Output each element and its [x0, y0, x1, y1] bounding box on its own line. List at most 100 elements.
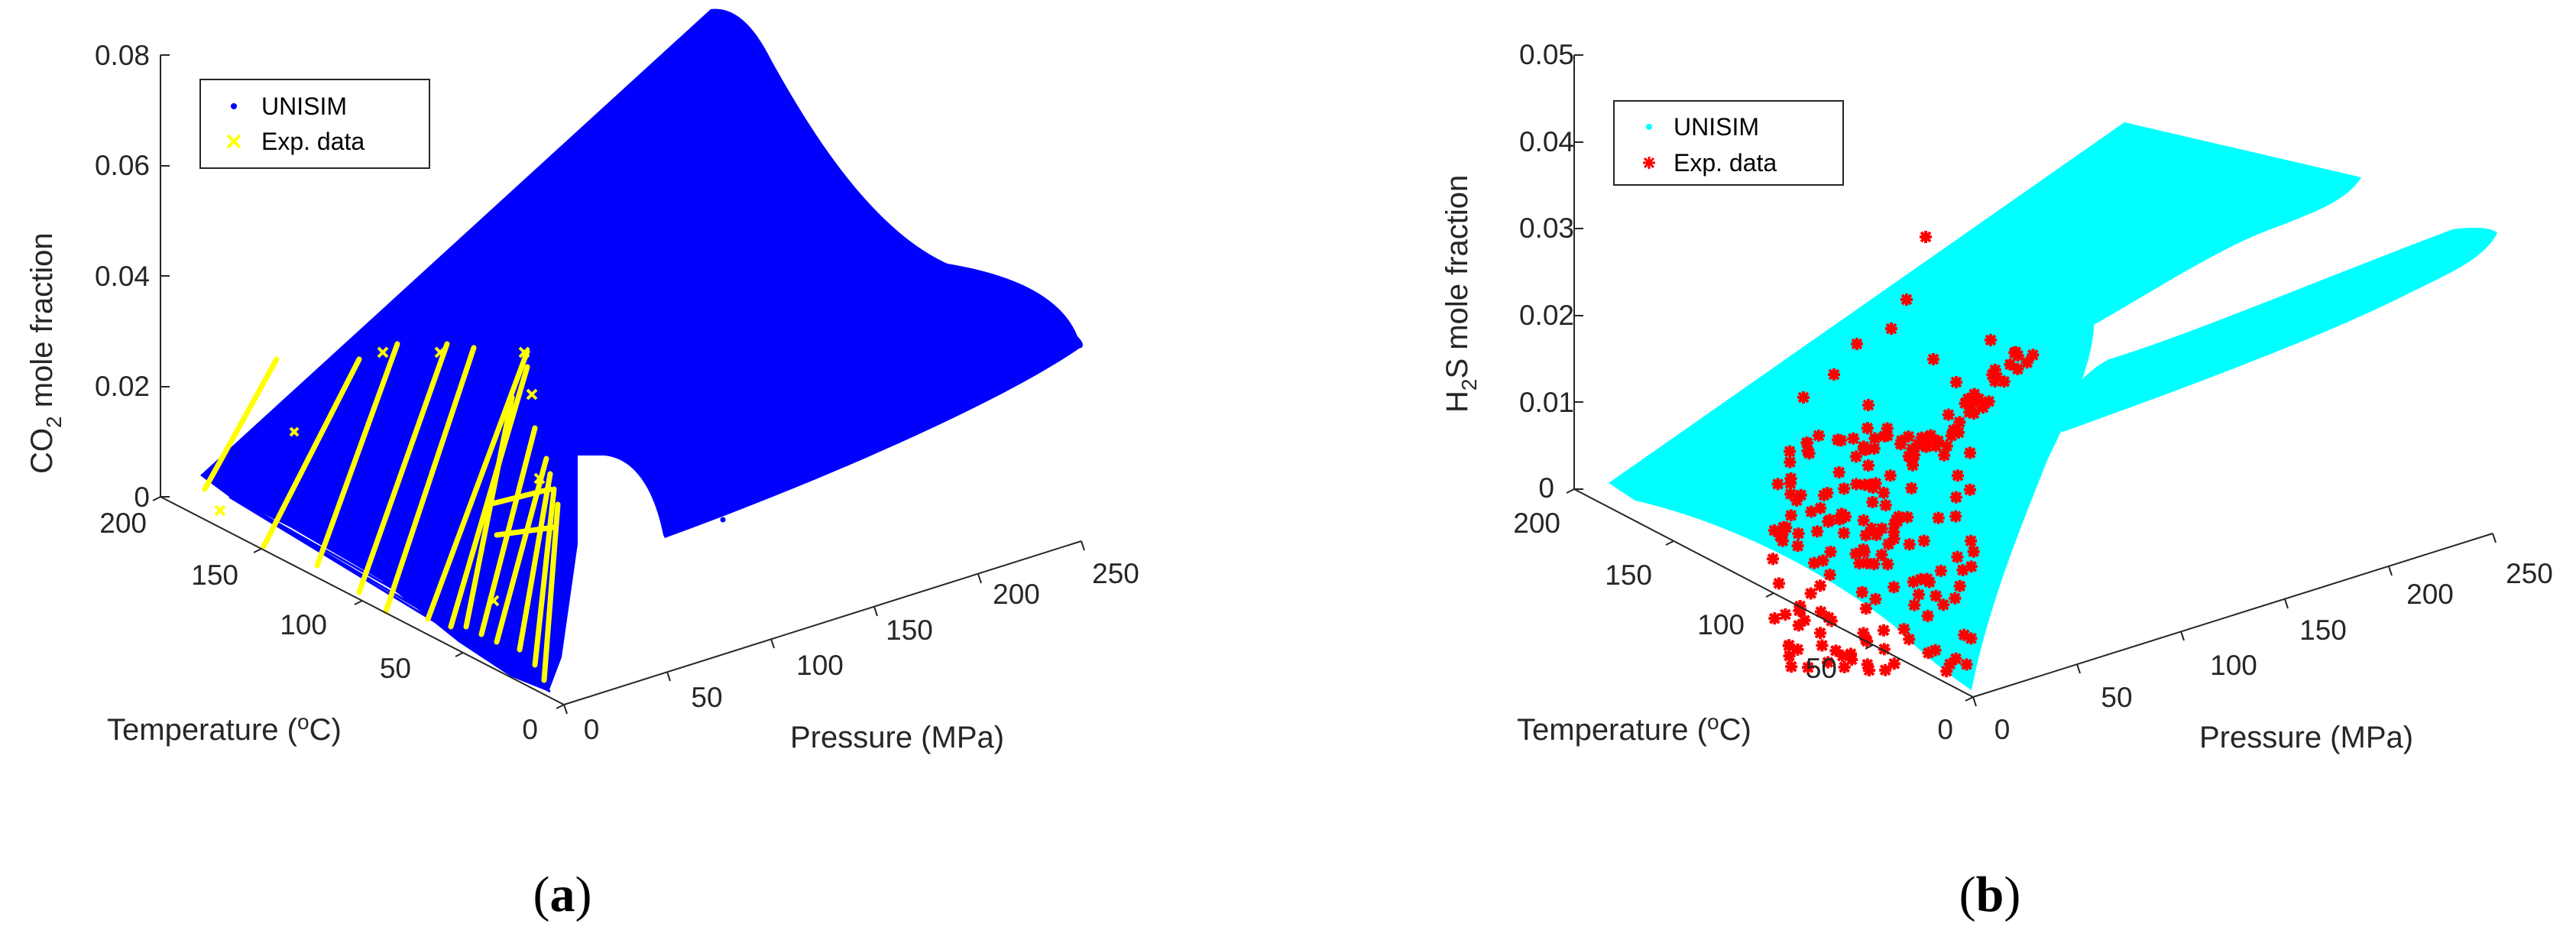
- exp-data-marker-b: [1838, 482, 1851, 495]
- exp-data-marker-b: [1930, 589, 1943, 602]
- pressure-axis-line-a: [563, 540, 1082, 705]
- exp-data-marker-b: [1879, 663, 1892, 676]
- exp-data-marker-b: [1932, 511, 1945, 524]
- exp-data-marker-b: [1784, 472, 1797, 485]
- exp-data-marker-b: [1884, 469, 1897, 482]
- temperature-axis-label-b: Temperature (oC): [1517, 710, 1751, 747]
- exp-data-marker-b: [1927, 353, 1939, 365]
- panel-caption-b: (b): [1959, 867, 2021, 922]
- exp-data-marker-b: [1861, 658, 1874, 671]
- exp-data-marker-b: [1875, 522, 1888, 535]
- exp-data-marker-b: [1892, 511, 1905, 524]
- pressure-tick-a: 150: [886, 614, 933, 646]
- z-axis-label-b: H2S mole fraction: [1440, 175, 1481, 413]
- exp-data-marker-b: [1772, 577, 1785, 590]
- exp-data-marker-b: [1940, 665, 1953, 678]
- exp-data-marker-b: [1881, 558, 1894, 571]
- exp-data-marker-b: [1814, 501, 1827, 514]
- exp-data-marker-b: [1897, 623, 1910, 636]
- exp-data-marker-b: [1801, 436, 1814, 449]
- exp-data-marker-b: [1813, 430, 1825, 442]
- exp-data-marker-b: [1917, 534, 1930, 547]
- exp-data-points-a: [202, 341, 561, 683]
- z-ticks-a: [160, 54, 170, 498]
- pressure-tick-a: 100: [796, 650, 844, 681]
- exp-data-marker-b: [1808, 556, 1821, 569]
- pressure-ticks-marks-b: [1972, 533, 2497, 707]
- exp-data-marker-b: [1869, 592, 1882, 605]
- exp-data-marker-b: [2011, 362, 2024, 375]
- exp-data-marker-b: [1784, 445, 1797, 458]
- exp-data-marker-b: [1847, 432, 1860, 445]
- exp-data-marker-b: [1881, 430, 1894, 442]
- legend-label-unisim-a: UNISIM: [261, 92, 347, 120]
- exp-data-marker-b: [1887, 525, 1900, 538]
- exp-data-markers-a: [214, 346, 546, 607]
- exp-data-marker-b: [1881, 422, 1894, 435]
- exp-data-marker-b: [1861, 556, 1874, 569]
- exp-data-marker-b: [2009, 345, 2022, 358]
- legend-dot-marker-a: [231, 103, 237, 109]
- exp-data-marker-b: [1894, 438, 1907, 451]
- temperature-tick-a: 50: [380, 653, 411, 684]
- exp-data-marker-b: [1814, 579, 1827, 592]
- exp-data-marker-b: [1858, 443, 1871, 456]
- exp-data-marker-b: [1811, 525, 1824, 538]
- exp-data-marker-b: [1794, 488, 1807, 501]
- exp-data-marker-b: [1949, 491, 1962, 504]
- exp-data-marker-b: [1951, 550, 1964, 563]
- exp-data-marker-b: [1960, 658, 1973, 671]
- exp-data-marker-b: [1908, 598, 1921, 611]
- exp-data-marker-b: [1784, 456, 1797, 469]
- exp-data-marker-b: [1945, 430, 1958, 443]
- temperature-tick-b: 0: [1937, 714, 1953, 745]
- exp-data-marker-b: [1965, 400, 1978, 413]
- exp-data-marker-b: [1875, 549, 1888, 562]
- pressure-axis-line-b: [1972, 533, 2493, 698]
- exp-data-marker-b: [1865, 522, 1878, 535]
- exp-data-marker-b: [1998, 375, 2011, 388]
- exp-data-marker-b: [1866, 481, 1879, 494]
- exp-data-marker-b: [1784, 509, 1797, 522]
- legend-dot-marker-b: [1646, 124, 1652, 130]
- exp-data-marker-b: [1814, 605, 1827, 618]
- pressure-ticks-marks-a: [563, 540, 1085, 715]
- exp-data-marker-b: [1802, 661, 1814, 674]
- exp-data-marker-b: [1792, 527, 1805, 540]
- exp-data-marker-b: [1862, 459, 1874, 472]
- exp-data-marker-b: [1878, 643, 1891, 656]
- exp-data-marker-b: [1920, 231, 1932, 243]
- temperature-tick-b: 150: [1605, 559, 1652, 591]
- pressure-tick-a: 200: [993, 579, 1040, 610]
- pressure-tick-a: 250: [1092, 558, 1139, 589]
- exp-data-marker-b: [1988, 374, 2001, 387]
- exp-data-marker-b: [1791, 643, 1804, 656]
- exp-data-marker-b: [1907, 459, 1920, 472]
- exp-data-marker-b: [2004, 358, 2017, 371]
- exp-data-marker-b: [1816, 639, 1829, 652]
- exp-data-marker-b: [1959, 397, 1972, 410]
- legend-box-b: [1613, 100, 1844, 186]
- exp-data-marker-b: [1942, 408, 1955, 421]
- exp-data-marker-b: [1965, 632, 1978, 645]
- exp-data-marker-b: [1828, 368, 1840, 381]
- exp-data-marker-b: [1951, 469, 1964, 482]
- temperature-tick-a: 0: [522, 714, 538, 745]
- exp-data-marker-b: [1915, 431, 1928, 444]
- exp-data-points-b: [1767, 231, 2040, 678]
- legend-b: UNISIM Exp. data: [1613, 100, 1844, 186]
- exp-data-marker-b: [1878, 624, 1891, 637]
- pressure-tick-b: 200: [2406, 579, 2454, 610]
- exp-data-marker-b: [2020, 356, 2033, 369]
- exp-data-marker-b: [1887, 532, 1900, 545]
- z-tick-b: 0.02: [1519, 300, 1574, 331]
- z-tick-a: 0.02: [95, 371, 150, 402]
- exp-data-marker-b: [1857, 514, 1870, 527]
- panel-a: 0 0.02 0.04 0.06 0.08 200 150 100 50 0 0…: [25, 8, 1139, 922]
- exp-data-marker-b: [1823, 569, 1836, 582]
- exp-data-marker-b: [1783, 650, 1796, 663]
- z-tick-a: 0.06: [95, 150, 150, 181]
- exp-data-marker-b: [1849, 450, 1862, 463]
- legend-x-marker-a: [226, 134, 241, 149]
- exp-data-marker-b: [1782, 639, 1795, 652]
